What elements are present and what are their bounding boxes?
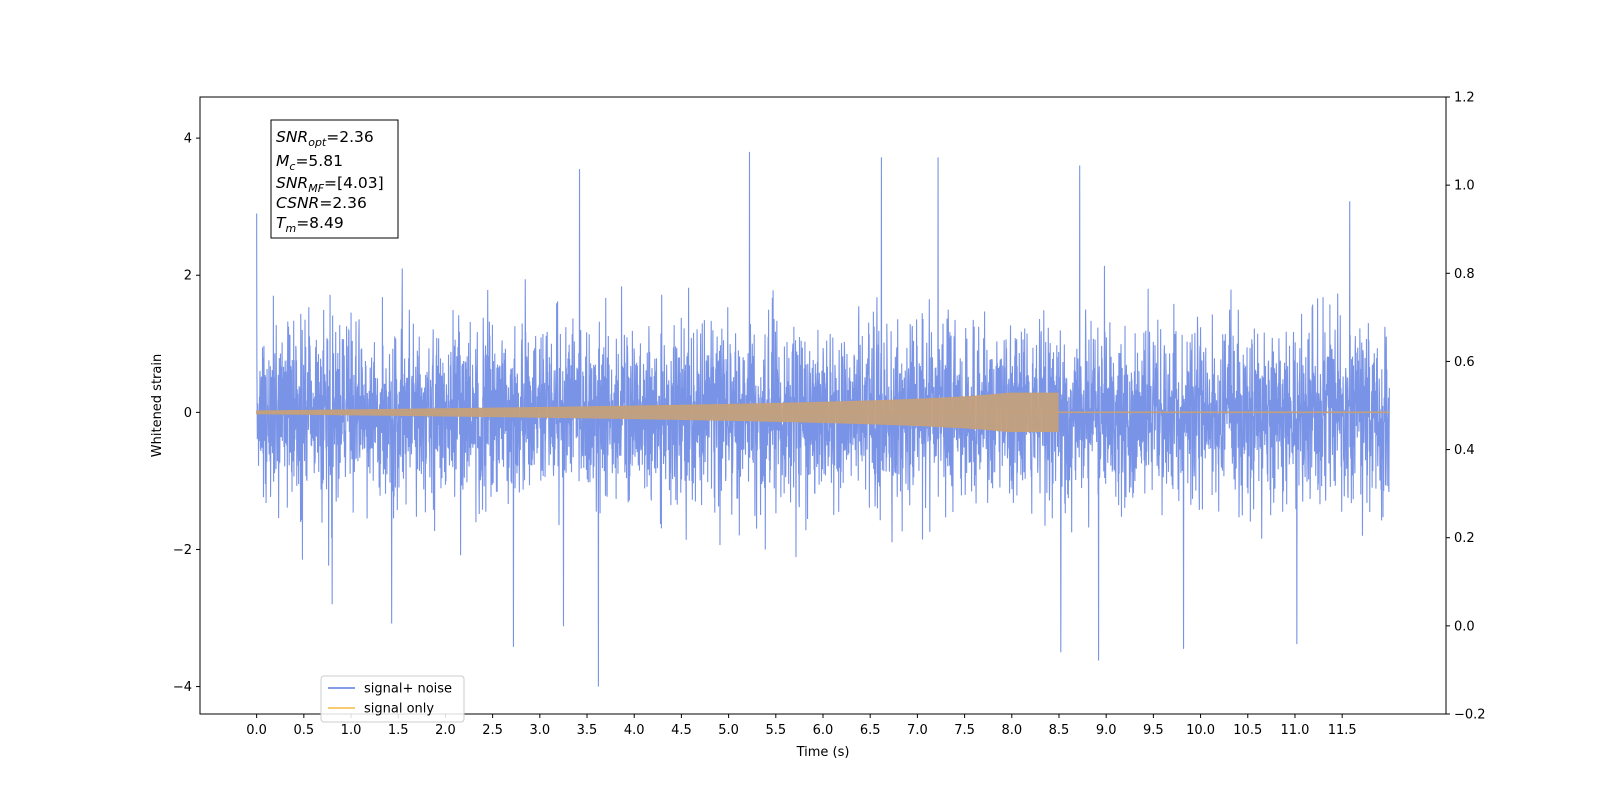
- x-tick-label: 8.5: [1049, 723, 1070, 738]
- y-tick-label: 2: [184, 269, 192, 284]
- y2-tick-label: 0.0: [1454, 619, 1475, 634]
- ticks-layer: 0.0 0.5 1.0 1.5 2.0 2.5 3.0 3.5 4.0 4.5 5.0 5.5 6.0 6…: [173, 91, 1486, 739]
- annotation-frame: [270, 119, 399, 239]
- y2-tick-label: 0.8: [1454, 267, 1475, 282]
- legend-label-signal-noise: signal+ noise: [364, 682, 452, 697]
- x-tick-label: 1.5: [388, 723, 409, 738]
- y-tick-label: −2: [173, 543, 192, 558]
- y-tick-label: −4: [173, 680, 192, 695]
- x-tick-label: 9.0: [1096, 723, 1117, 738]
- x-tick-label: 0.5: [293, 723, 314, 738]
- x-tick-label: 2.0: [435, 723, 456, 738]
- x-tick-label: 11.0: [1280, 723, 1309, 738]
- x-tick-label: 6.0: [813, 723, 834, 738]
- y2-tick-label: 1.2: [1454, 91, 1475, 106]
- x-tick-label: 3.5: [577, 723, 598, 738]
- x-tick-label: 4.5: [671, 723, 692, 738]
- x-tick-label: 10.0: [1186, 723, 1215, 738]
- y-tick-label: 4: [184, 132, 192, 147]
- x-tick-label: 11.5: [1328, 723, 1357, 738]
- legend-label-signal-only: signal only: [364, 702, 434, 717]
- y2-tick-label: −0.2: [1454, 708, 1486, 723]
- x-axis-label: Time (s): [796, 745, 850, 760]
- x-tick-label: 6.5: [860, 723, 881, 738]
- annotation-line-mc: Mc=5.81: [276, 152, 343, 173]
- x-tick-label: 5.5: [765, 723, 786, 738]
- x-tick-label: 7.0: [907, 723, 928, 738]
- y-tick-label: 0: [184, 406, 192, 421]
- x-tick-label: 9.5: [1143, 723, 1164, 738]
- x-tick-label: 5.0: [718, 723, 739, 738]
- annotation-line-snr-mf: SNRMF=[4.03]: [276, 174, 384, 195]
- annotation-line-csnr: CSNR=2.36: [276, 194, 367, 212]
- x-tick-label: 10.5: [1233, 723, 1262, 738]
- y2-tick-label: 0.2: [1454, 531, 1475, 546]
- series-layer: [256, 151, 1390, 687]
- series-signal-noise: [256, 151, 1390, 687]
- x-tick-label: 1.0: [341, 723, 362, 738]
- legend-frame: [320, 675, 465, 723]
- y2-tick-label: 1.0: [1454, 179, 1475, 194]
- y-axis-label: Whitened strain: [150, 354, 165, 457]
- x-tick-label: 0.0: [246, 723, 267, 738]
- legend: signal+ noise signal only: [320, 675, 465, 723]
- y2-tick-label: 0.6: [1454, 355, 1475, 370]
- stats-annotation-box: SNRopt=2.36 Mc=5.81 SNRMF=[4.03] CSNR=2.…: [270, 119, 399, 239]
- x-tick-label: 4.0: [624, 723, 645, 738]
- x-tick-label: 7.5: [954, 723, 975, 738]
- x-tick-label: 2.5: [482, 723, 503, 738]
- annotation-line-tm: Tm=8.49: [276, 214, 344, 235]
- x-tick-label: 8.0: [1001, 723, 1022, 738]
- x-tick-label: 3.0: [529, 723, 550, 738]
- y2-tick-label: 0.4: [1454, 443, 1475, 458]
- annotation-line-snr-opt: SNRopt=2.36: [276, 128, 374, 149]
